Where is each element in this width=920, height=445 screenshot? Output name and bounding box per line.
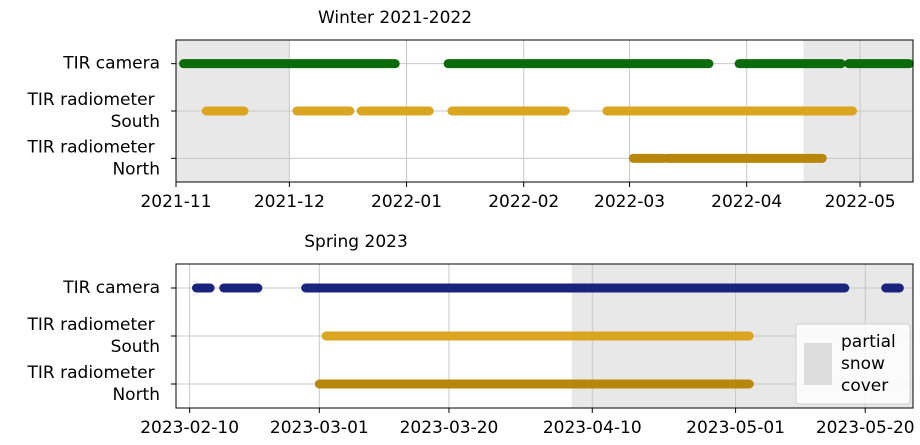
axes-frame — [175, 39, 914, 183]
x-tick-label: 2022-02 — [488, 192, 559, 212]
x-tick-label: 2023-03-01 — [270, 418, 369, 438]
y-tick-label: TIR radiometer South — [27, 315, 160, 357]
x-tick-label: 2022-03 — [594, 192, 665, 212]
x-tick-label: 2023-02-10 — [140, 418, 239, 438]
y-tick-label: TIR camera — [62, 278, 160, 298]
x-tick-label: 2023-03-20 — [400, 418, 499, 438]
chart-title: Spring 2023 — [304, 232, 408, 252]
x-tick-label: 2022-01 — [371, 192, 442, 212]
y-tick-label: TIR radiometer North — [27, 137, 160, 179]
x-tick-label: 2023-05-01 — [686, 418, 785, 438]
x-tick-label: 2021-11 — [140, 192, 211, 212]
x-tick-label: 2021-12 — [254, 192, 325, 212]
x-tick-label: 2023-04-10 — [543, 418, 642, 438]
legend-label: partial snow cover — [841, 332, 901, 396]
x-tick-label: 2022-04 — [711, 192, 782, 212]
x-tick-label: 2023-05-20 — [816, 418, 915, 438]
y-tick-label: TIR radiometer South — [27, 90, 160, 132]
legend-swatch — [804, 343, 832, 385]
x-tick-label: 2022-05 — [825, 192, 896, 212]
chart-title: Winter 2021-2022 — [318, 8, 472, 28]
y-tick-label: TIR radiometer North — [27, 363, 160, 405]
y-tick-label: TIR camera — [62, 54, 160, 74]
axes-frame — [175, 263, 914, 409]
